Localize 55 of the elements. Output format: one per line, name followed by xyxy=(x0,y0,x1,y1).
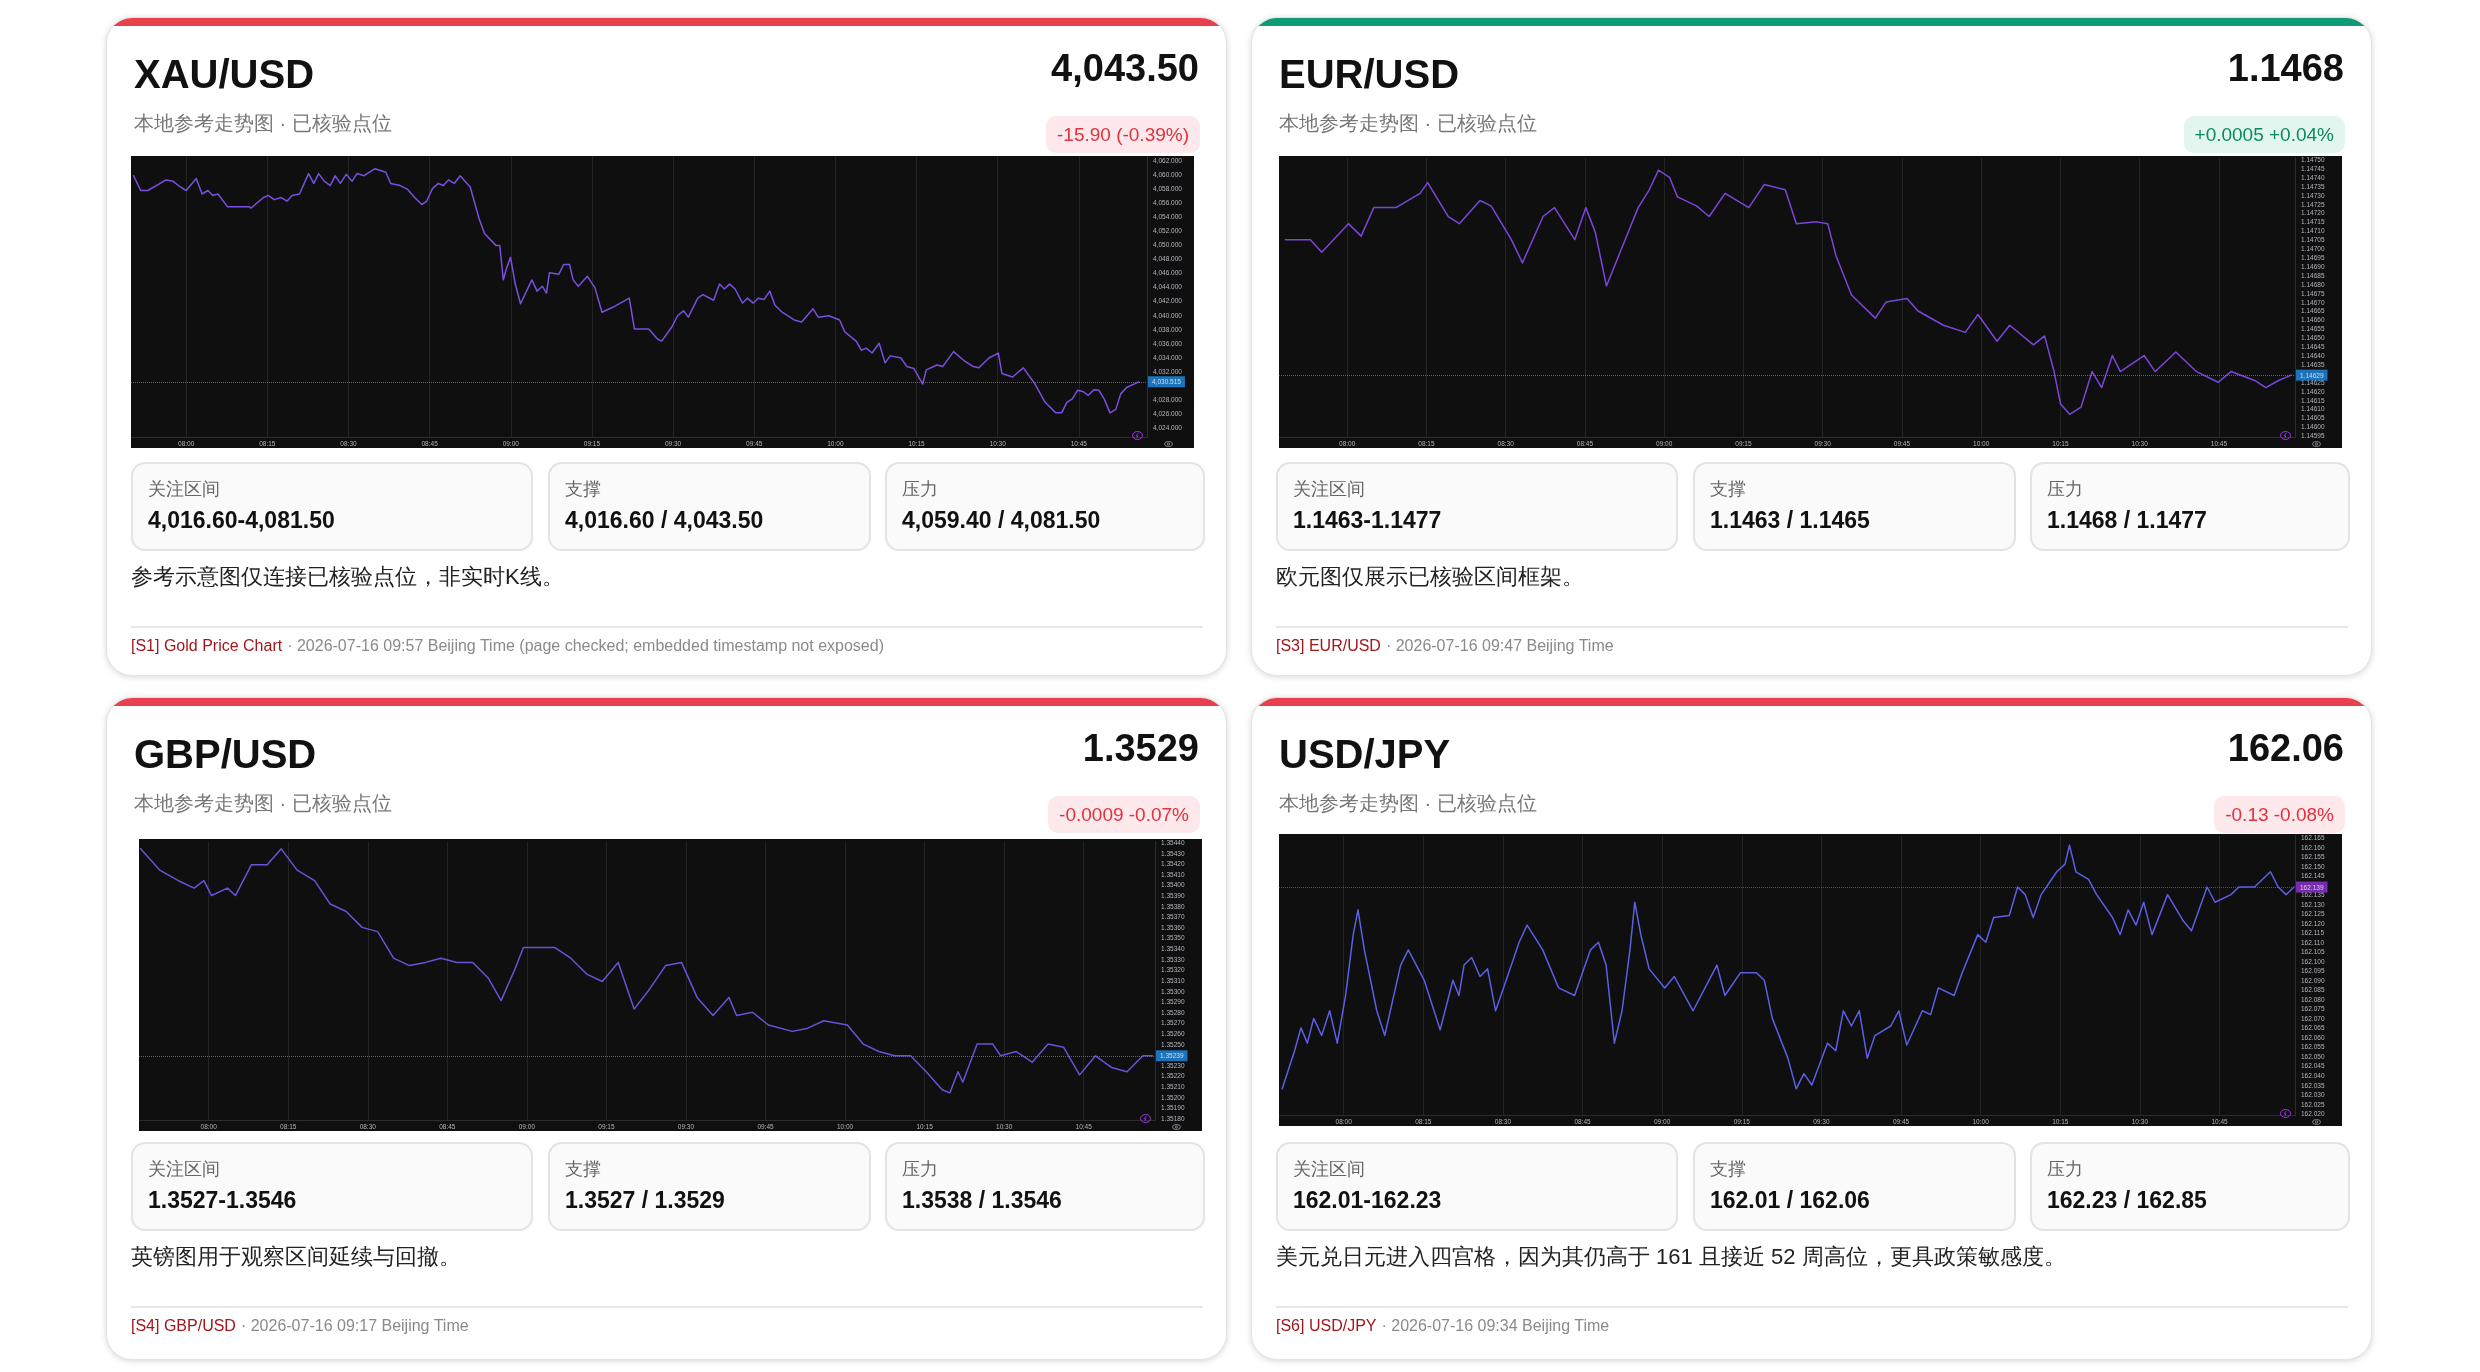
text: · 2026-07-16 09:17 Beijing Time xyxy=(240,1317,469,1334)
text: 1.1463-1.1477 xyxy=(1293,506,1442,534)
text: 关注区间 xyxy=(1293,478,1365,500)
text: 压力 xyxy=(902,1158,938,1180)
text: 162.01-162.23 xyxy=(1293,1186,1442,1214)
text: 压力 xyxy=(2047,478,2083,500)
text: · 2026-07-16 09:47 Beijing Time xyxy=(1385,637,1614,654)
text: 1.3527-1.3546 xyxy=(148,1186,297,1214)
text: -0.13 -0.08% xyxy=(2214,796,2345,833)
text: 1.1468 xyxy=(2227,47,2344,89)
chart-subtitle: 本地参考走势图 · 已核验点位 xyxy=(134,111,392,135)
line-series xyxy=(132,167,1140,414)
text: 1.3529 xyxy=(1082,727,1199,769)
text: 参考示意图仅连接已核验点位，非实时K线。 xyxy=(131,563,564,591)
text: 支撑 xyxy=(565,1158,601,1180)
text: [S3] EUR/USD xyxy=(1276,637,1381,654)
chart-subtitle: 本地参考走势图 · 已核验点位 xyxy=(134,791,392,815)
text: 欧元图仅展示已核验区间框架。 xyxy=(1276,563,1584,591)
text: +0.0005 +0.04% xyxy=(2183,116,2345,153)
line-series xyxy=(1284,169,2292,416)
chart-subtitle: 本地参考走势图 · 已核验点位 xyxy=(1279,111,1537,135)
text: 美元兑日元进入四宫格，因为其仍高于 161 且接近 52 周高位，更具政策敏感度。 xyxy=(1276,1243,2066,1271)
text: 支撑 xyxy=(565,478,601,500)
text: 4,059.40 / 4,081.50 xyxy=(902,506,1101,534)
text: 支撑 xyxy=(1710,1158,1746,1180)
text: 1.3527 / 1.3529 xyxy=(565,1186,725,1214)
text: [S1] Gold Price Chart xyxy=(131,637,283,654)
text: 162.06 xyxy=(2227,727,2344,769)
text: 压力 xyxy=(902,478,938,500)
text: 4,043.50 xyxy=(1051,47,1199,89)
text: 4,016.60-4,081.50 xyxy=(148,506,335,534)
text: -15.90 (-0.39%) xyxy=(1045,116,1200,153)
text: 1.3538 / 1.3546 xyxy=(902,1186,1062,1214)
text: 4,016.60 / 4,043.50 xyxy=(565,506,764,534)
text: · 2026-07-16 09:34 Beijing Time xyxy=(1381,1317,1610,1334)
text: 关注区间 xyxy=(148,1158,220,1180)
text: -0.0009 -0.07% xyxy=(1048,796,1200,833)
text: 关注区间 xyxy=(1293,1158,1365,1180)
chart-title: USD/JPY xyxy=(1279,732,1451,776)
chart-title: EUR/USD xyxy=(1279,52,1460,96)
chart-title: GBP/USD xyxy=(134,732,317,776)
chart-title: XAU/USD xyxy=(134,52,315,96)
text: 英镑图用于观察区间延续与回撤。 xyxy=(131,1243,461,1271)
text: 压力 xyxy=(2047,1158,2083,1180)
line-series xyxy=(139,848,1154,1094)
text: [S6] USD/JPY xyxy=(1276,1317,1377,1334)
text: 162.23 / 162.85 xyxy=(2047,1186,2207,1214)
chart-subtitle: 本地参考走势图 · 已核验点位 xyxy=(1279,791,1537,815)
text: 1.1463 / 1.1465 xyxy=(1710,506,1870,534)
text: · 2026-07-16 09:57 Beijing Time (page checked; embedded timestamp not exposed) xyxy=(287,637,884,654)
text: [S4] GBP/USD xyxy=(131,1317,236,1334)
text: 1.1468 / 1.1477 xyxy=(2047,506,2207,534)
text: 162.01 / 162.06 xyxy=(1710,1186,1870,1214)
text: 支撑 xyxy=(1710,478,1746,500)
text: 关注区间 xyxy=(148,478,220,500)
